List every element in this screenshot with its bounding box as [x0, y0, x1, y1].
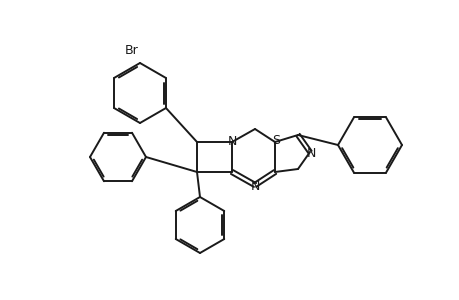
Text: N: N	[250, 179, 259, 193]
Text: Br: Br	[125, 44, 139, 57]
Text: S: S	[271, 134, 280, 146]
Text: N: N	[306, 146, 315, 160]
Text: N: N	[227, 134, 236, 148]
